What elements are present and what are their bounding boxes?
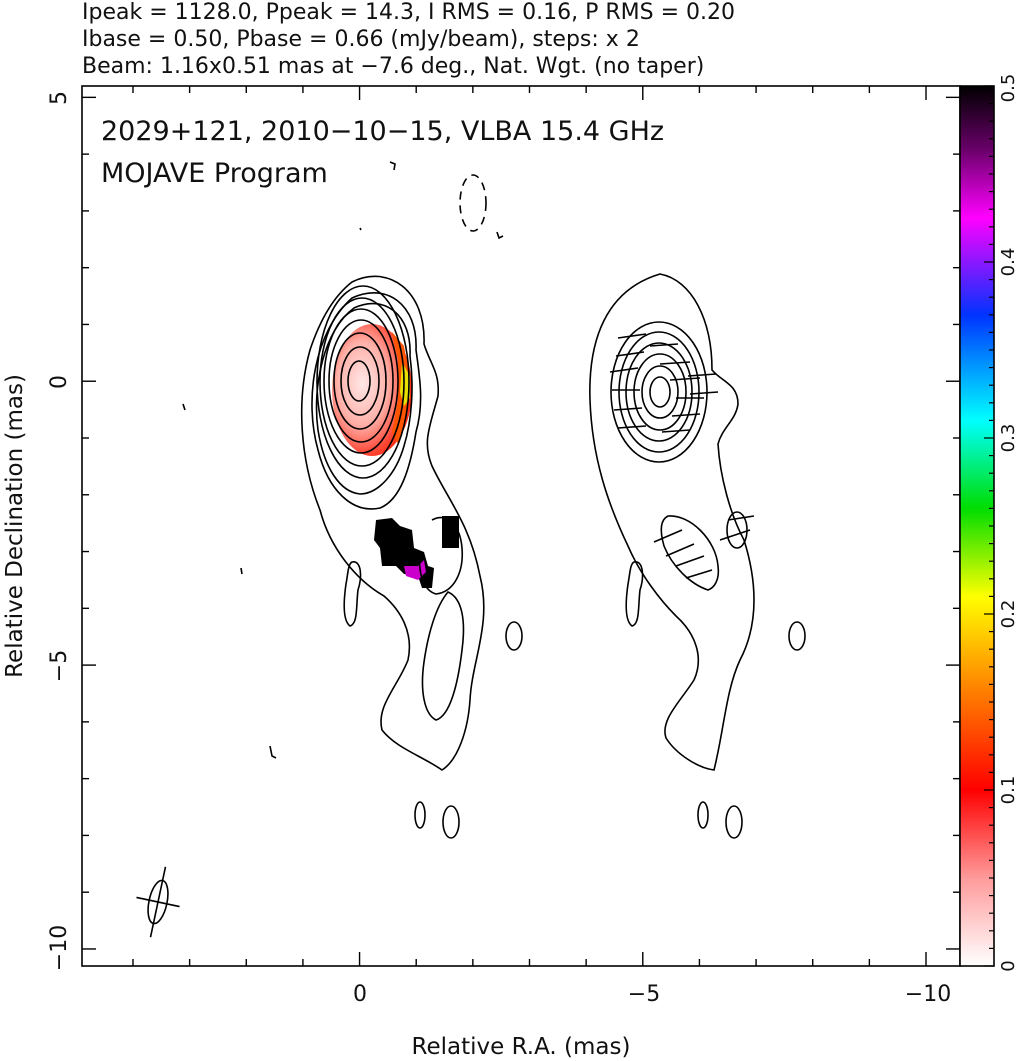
knot-polarization-right <box>442 516 459 548</box>
beam-symbol <box>136 866 180 938</box>
contour-pol-knot-right <box>726 511 748 549</box>
header-line-2: Ibase = 0.50, Pbase = 0.66 (mJy/beam), s… <box>82 27 640 52</box>
contour-inner-2 <box>315 302 413 495</box>
contour-islet-b <box>505 621 523 651</box>
y-tick-label-2: −5 <box>47 650 72 682</box>
contour-ring-5 <box>323 308 399 454</box>
contour-pol-outer <box>589 273 755 771</box>
evpa-vectors <box>609 333 755 579</box>
knot-polarization-main <box>374 518 434 588</box>
colorbar-tick-label-0: 0 <box>998 960 1019 971</box>
contour-speck-3 <box>182 403 186 411</box>
contour-pol-islet-b <box>788 621 806 651</box>
contour-pol-ring-3 <box>625 342 693 442</box>
contour-panel-right <box>589 273 806 839</box>
contour-speck-6 <box>389 161 396 171</box>
contour-pol-knot <box>660 515 720 591</box>
colorbar-tick-label-2: 0.2 <box>998 600 1019 629</box>
colorbar: 0 0.1 0.2 0.3 0.4 0.5 <box>959 74 1019 972</box>
header-line-3: Beam: 1.16x0.51 mas at −7.6 deg., Nat. W… <box>82 54 704 79</box>
contour-panel-left <box>182 161 523 839</box>
source-annotation-line-1: 2029+121, 2010−10−15, VLBA 15.4 GHz <box>101 116 664 147</box>
x-tick-label-2: −10 <box>905 982 951 1007</box>
source-annotation-line-2: MOJAVE Program <box>101 158 328 189</box>
contour-ring-4 <box>319 297 405 467</box>
contour-ring-9 <box>347 360 371 402</box>
contour-ring-3 <box>316 285 410 479</box>
contour-jet-hole <box>421 591 465 721</box>
axis-ticks <box>82 86 960 966</box>
y-tick-label-0: 5 <box>47 91 72 105</box>
contour-speck-2 <box>359 227 362 231</box>
contour-ring-6 <box>328 319 394 443</box>
contour-pol-islet-d <box>725 805 743 839</box>
x-tick-label-0: 0 <box>353 982 367 1007</box>
colorbar-tick-label-1: 0.1 <box>998 776 1019 805</box>
axis-tick-labels: 0 −5 −10 5 0 −5 −10 <box>47 91 951 1007</box>
contour-pol-ring-5 <box>641 365 679 419</box>
core-polarization-patch <box>332 324 412 456</box>
contour-islet-a <box>343 561 362 627</box>
contour-jet-branch <box>418 516 464 595</box>
contour-lowest <box>300 275 485 771</box>
contour-pol-ring-4 <box>633 353 687 431</box>
colorbar-gradient <box>959 85 995 967</box>
colorbar-tick-label-3: 0.3 <box>998 424 1019 453</box>
y-tick-label-1: 0 <box>47 375 72 389</box>
colorbar-ticks <box>984 85 994 967</box>
contour-inner-1 <box>311 292 422 510</box>
x-tick-label-1: −5 <box>628 982 660 1007</box>
x-axis-label: Relative R.A. (mas) <box>412 1034 631 1060</box>
contour-pol-ring-2 <box>618 331 700 453</box>
contour-islet-c <box>414 801 426 829</box>
colorbar-tick-label-4: 0.4 <box>998 248 1019 277</box>
header-line-1: Ipeak = 1128.0, Ppeak = 14.3, I RMS = 0.… <box>82 0 735 25</box>
core-polarization-yellow <box>400 362 410 406</box>
contour-pol-ring-6 <box>649 376 671 408</box>
y-axis-label: Relative Declination (mas) <box>2 374 28 678</box>
y-tick-label-3: −10 <box>47 925 72 971</box>
contour-ring-8 <box>340 346 380 416</box>
contour-pol-islet-a <box>625 561 644 627</box>
contour-speck-5 <box>269 745 277 759</box>
contour-negative <box>459 174 487 232</box>
contour-islet-d <box>442 805 460 839</box>
contour-ring-7 <box>333 332 387 430</box>
plot-frame <box>81 85 961 967</box>
contour-speck-4 <box>240 567 243 575</box>
polarization-image <box>332 324 459 588</box>
colorbar-tick-label-5: 0.5 <box>998 74 1019 103</box>
contour-pol-islet-c <box>697 801 709 829</box>
contour-speck-1 <box>496 231 504 240</box>
